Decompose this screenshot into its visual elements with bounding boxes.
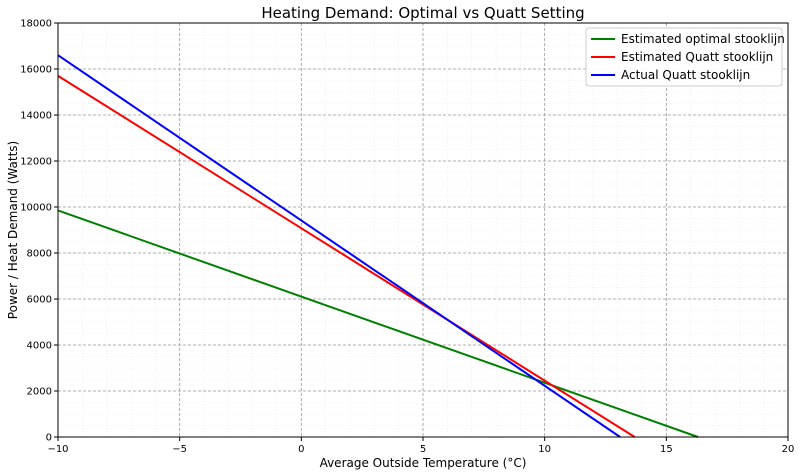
- x-axis-ticks: −10 −5 0 5 10 15 20: [47, 437, 794, 455]
- legend-label-2: Estimated Quatt stooklijn: [621, 50, 773, 64]
- y-tick-label: 10000: [20, 203, 52, 214]
- y-axis-ticks: 0 2000 4000 6000 8000 10000 12000 14000 16000 180…: [20, 19, 58, 444]
- series-line-2: [57, 75, 636, 438]
- y-tick-label: 2000: [27, 387, 52, 398]
- legend-label-3: Actual Quatt stooklijn: [621, 68, 750, 82]
- y-axis-title: Power / Heat Demand (Watts): [6, 141, 20, 319]
- y-tick-label: 16000: [20, 65, 52, 76]
- x-tick-label: 20: [782, 444, 795, 455]
- x-axis-title: Average Outside Temperature (°C): [320, 456, 527, 470]
- x-tick-label: 10: [538, 444, 551, 455]
- y-tick-label: 18000: [20, 19, 52, 30]
- y-tick-label: 14000: [20, 111, 52, 122]
- x-tick-label: −10: [47, 444, 68, 455]
- series-line-3: [57, 54, 621, 438]
- x-tick-label: −5: [172, 444, 187, 455]
- x-tick-label: 5: [420, 444, 426, 455]
- x-tick-label: 0: [298, 444, 304, 455]
- y-tick-label: 8000: [27, 249, 52, 260]
- chart-title: Heating Demand: Optimal vs Quatt Setting: [261, 4, 584, 22]
- series-line-1: [57, 209, 699, 438]
- y-tick-label: 6000: [27, 295, 52, 306]
- y-tick-label: 4000: [27, 341, 52, 352]
- y-tick-label: 12000: [20, 157, 52, 168]
- minor-grid: [57, 22, 789, 438]
- legend: Estimated optimal stooklijn Estimated Qua…: [585, 27, 785, 87]
- y-tick-label: 0: [46, 433, 52, 444]
- legend-box: [585, 27, 783, 87]
- series-lines: [57, 54, 699, 438]
- x-tick-label: 15: [660, 444, 673, 455]
- legend-label-1: Estimated optimal stooklijn: [621, 32, 785, 46]
- major-grid: [57, 22, 789, 438]
